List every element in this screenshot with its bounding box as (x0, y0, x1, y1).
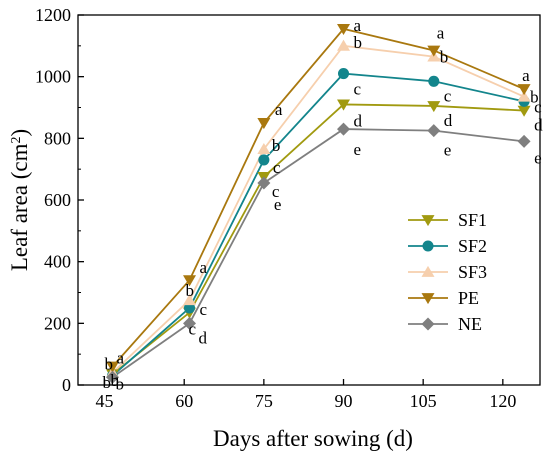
significance-label-sf3: b (105, 355, 114, 374)
data-point-pe (337, 24, 351, 36)
significance-label-ne: e (534, 148, 542, 167)
x-tick-label: 105 (410, 391, 437, 411)
significance-label-ne: d (199, 328, 208, 347)
significance-label-pe: a (437, 23, 445, 42)
significance-label-sf3: b (354, 33, 363, 52)
y-axis-title-main: Leaf area (cm (7, 143, 32, 271)
data-point-sf3 (183, 294, 197, 306)
data-point-sf3 (337, 39, 351, 51)
series-line-sf3 (111, 44, 525, 374)
data-point-sf1 (427, 101, 441, 113)
legend-marker-sf3 (421, 265, 435, 277)
data-point-sf2 (428, 75, 440, 87)
legend-marker-sf2 (422, 240, 434, 252)
y-axis-title-close: ) (7, 129, 32, 137)
significance-label-sf2: c (273, 158, 281, 177)
data-point-ne (517, 134, 531, 148)
y-axis-title: Leaf area (cm2) (7, 129, 32, 271)
legend-marker-ne (421, 317, 435, 331)
significance-label-ne: e (444, 141, 452, 160)
data-point-ne (337, 122, 351, 136)
x-tick-label: 60 (175, 391, 193, 411)
x-tick-label: 90 (335, 391, 353, 411)
legend-label-sf2: SF2 (458, 236, 487, 256)
significance-label-sf3: b (530, 88, 539, 107)
data-point-sf3 (517, 90, 531, 102)
y-axis-title-sup: 2 (9, 137, 24, 144)
significance-label-pe: a (200, 258, 208, 277)
data-point-sf2 (337, 68, 350, 80)
data-point-sf1 (517, 105, 531, 117)
significance-label-sf1: c (272, 182, 280, 201)
significance-label-sf1: c (189, 320, 197, 339)
significance-label-pe: a (275, 100, 283, 119)
data-point-sf2 (183, 302, 196, 314)
y-tick-label: 1000 (35, 67, 71, 87)
y-tick-label: 400 (44, 252, 71, 272)
series-line-sf1 (111, 103, 525, 375)
data-point-ne (257, 176, 271, 190)
series-line-ne (112, 128, 525, 379)
data-point-pe (517, 84, 531, 96)
data-point-pe (257, 118, 271, 130)
y-tick-label: 200 (44, 313, 71, 333)
data-point-sf1 (337, 99, 351, 111)
data-point-ne (427, 124, 441, 138)
significance-label-ne: e (354, 140, 362, 159)
significance-label-sf1: d (354, 111, 363, 130)
y-tick-label: 600 (44, 190, 71, 210)
data-point-sf2 (258, 154, 270, 166)
significance-label-sf1: d (444, 111, 453, 130)
y-tick-label: 1200 (35, 5, 71, 25)
legend-label-sf3: SF3 (458, 262, 487, 282)
significance-label-ne: b (116, 374, 125, 393)
data-point-pe (106, 361, 120, 373)
significance-label-sf2: c (534, 97, 542, 116)
significance-label-sf2: c (354, 80, 362, 99)
significance-label-sf1: b (111, 371, 120, 390)
x-tick-label: 75 (255, 391, 273, 411)
significance-label-sf2: c (444, 86, 452, 105)
data-point-ne (183, 316, 197, 330)
data-point-sf3 (257, 142, 271, 154)
data-point-ne (106, 370, 120, 384)
legend-marker-sf1 (421, 215, 435, 227)
legend-label-pe: PE (458, 288, 479, 308)
y-tick-label: 800 (44, 128, 71, 148)
legend-marker-pe (421, 293, 435, 305)
series-line-pe (111, 27, 525, 368)
significance-label-ne: e (274, 195, 282, 214)
significance-label-pe: a (117, 349, 125, 368)
significance-label-pe: a (354, 16, 362, 35)
data-point-pe (427, 45, 441, 57)
x-axis-title: Days after sowing (d) (213, 426, 413, 451)
significance-label-pe: a (522, 66, 530, 85)
significance-label-sf3: b (186, 281, 195, 300)
x-tick-label: 45 (96, 391, 114, 411)
significance-label-sf3: b (272, 136, 281, 155)
legend-label-ne: NE (458, 314, 482, 334)
significance-label-sf3: b (440, 48, 449, 67)
significance-label-sf2: c (200, 300, 208, 319)
y-tick-label: 0 (62, 375, 71, 395)
data-point-pe (183, 275, 197, 287)
x-tick-label: 120 (489, 391, 516, 411)
legend-label-sf1: SF1 (458, 210, 487, 230)
series-line-sf2 (111, 72, 525, 377)
significance-label-sf1: d (534, 116, 543, 135)
significance-label-sf2: b (103, 373, 112, 392)
